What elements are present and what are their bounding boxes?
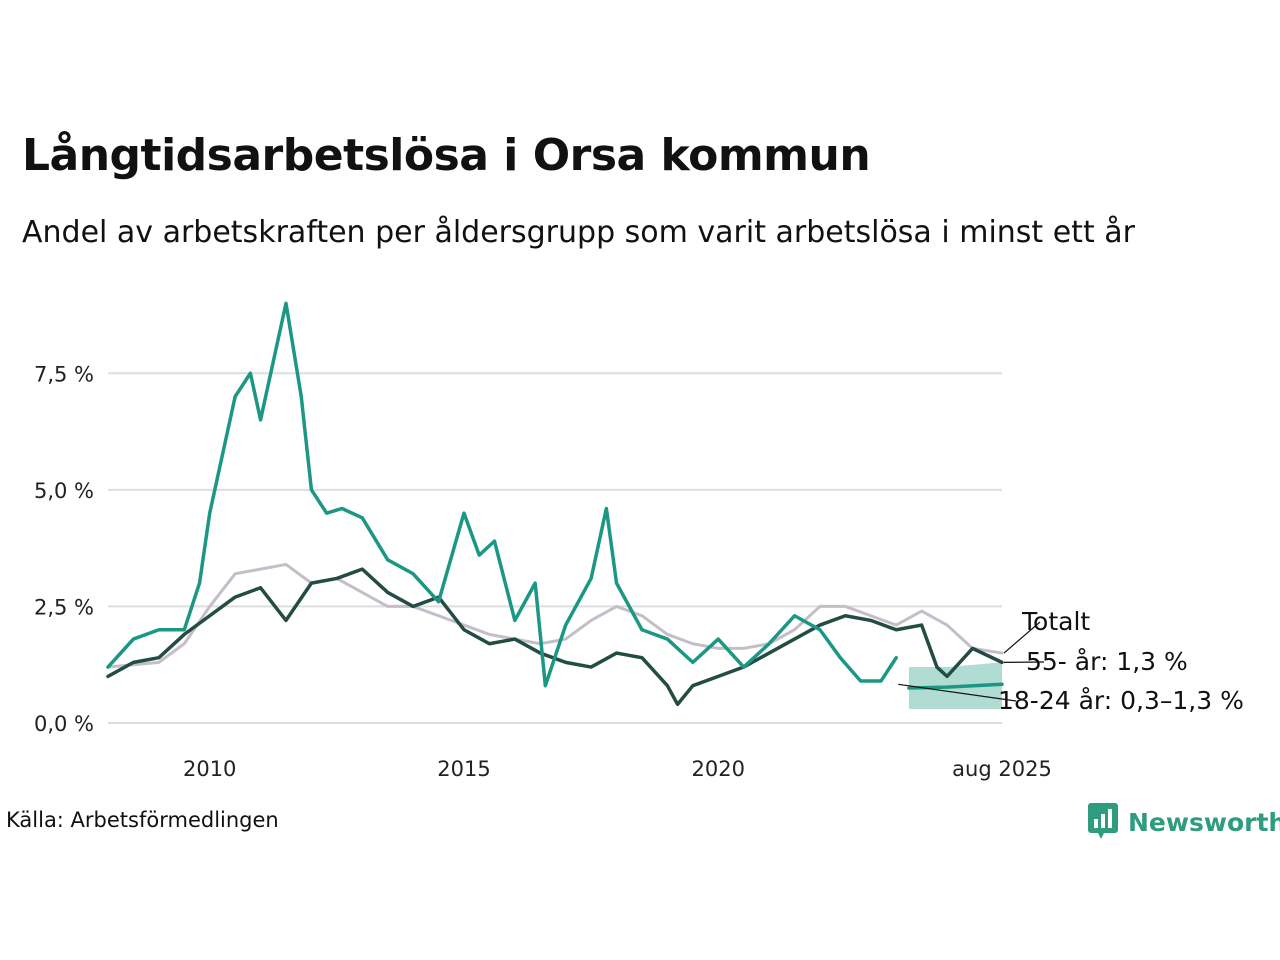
y-tick-label: 0,0 %: [34, 712, 94, 736]
series-label: 18-24 år: 0,3–1,3 %: [998, 686, 1244, 715]
y-tick-label: 5,0 %: [34, 479, 94, 503]
series-lines: [106, 301, 1004, 707]
x-tick-label: 2010: [183, 757, 236, 781]
y-axis: 0,0 % 2,5 % 5,0 % 7,5 %: [34, 362, 94, 736]
label-leader-line: [898, 683, 1017, 702]
source-note: Källa: Arbetsförmedlingen: [6, 808, 279, 832]
series-label: Totalt: [1021, 607, 1090, 636]
newsworthy-icon: [1088, 803, 1118, 839]
chart-subtitle: Andel av arbetskraften per åldersgrupp s…: [22, 215, 1135, 250]
brand-name: Newsworthy: [1128, 807, 1280, 837]
chart-title: Långtidsarbetslösa i Orsa kommun: [22, 130, 871, 181]
x-tick-label: 2020: [692, 757, 745, 781]
y-tick-label: 7,5 %: [34, 362, 94, 386]
y-tick-label: 2,5 %: [34, 595, 94, 619]
series-label: 55- år: 1,3 %: [1026, 647, 1188, 676]
series-line: [106, 567, 1004, 707]
series-line: [106, 562, 1004, 669]
x-tick-label: aug 2025: [952, 757, 1052, 781]
series-line: [106, 301, 898, 688]
label-leader-line: [1003, 621, 1041, 654]
series-labels: Totalt 55- år: 1,3 % 18-24 år: 0,3–1,3 %: [898, 607, 1244, 715]
gridlines: [108, 372, 1002, 724]
newsworthy-logo[interactable]: Newsworthy: [1088, 803, 1280, 841]
x-axis: 2010 2015 2020 aug 2025: [183, 757, 1052, 781]
x-tick-label: 2015: [437, 757, 490, 781]
